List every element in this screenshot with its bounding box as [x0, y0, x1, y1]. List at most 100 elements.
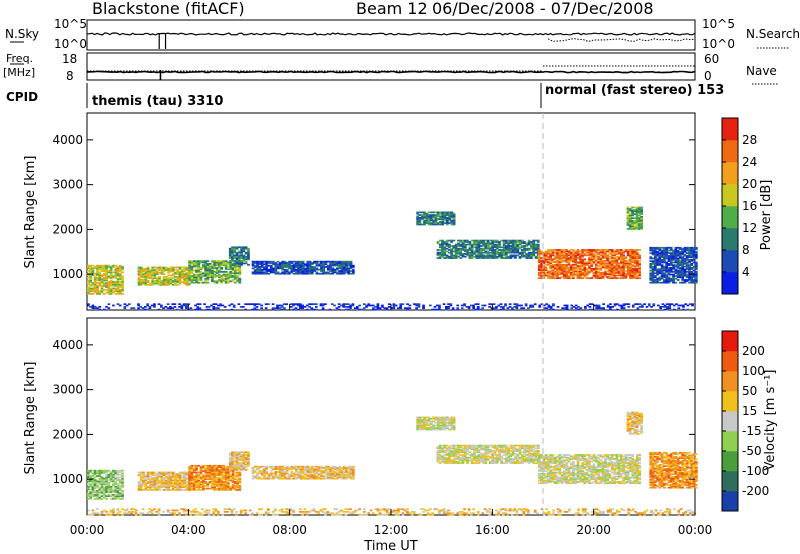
echo-cell [308, 270, 312, 272]
echo-cell [324, 303, 327, 306]
echo-cell [441, 214, 445, 216]
echo-cell [532, 243, 536, 246]
echo-cell [495, 307, 498, 310]
echo-cell [518, 243, 522, 246]
echo-cell [215, 481, 219, 483]
echo-cell [608, 262, 612, 265]
echo-cell [418, 216, 422, 219]
echo-cell [165, 284, 168, 286]
echo-cell [608, 271, 612, 274]
echo-cell [563, 257, 566, 259]
echo-cell [556, 249, 559, 251]
echo-cell [160, 472, 164, 475]
echo-cell [121, 282, 124, 284]
echo-cell [551, 266, 555, 269]
echo-cell [676, 269, 680, 272]
echo-cell [149, 482, 152, 485]
echo-cell [267, 477, 271, 480]
echo-cell [233, 459, 237, 462]
echo-cell [505, 241, 508, 243]
echo-cell [292, 270, 296, 272]
echo-cell [574, 274, 578, 277]
echo-cell [222, 264, 226, 267]
echo-cell [448, 245, 451, 247]
echo-cell [459, 243, 463, 246]
echo-cell [514, 242, 517, 245]
echo-cell [690, 272, 694, 275]
echo-cell [220, 471, 223, 474]
echo-cell [247, 458, 250, 460]
echo-cell [297, 475, 300, 477]
echo-cell [636, 267, 639, 270]
echo-cell [489, 255, 492, 258]
echo-cell [98, 491, 102, 494]
echo-cell [181, 276, 184, 278]
echo-cell [665, 271, 669, 273]
echo-cell [91, 290, 95, 293]
echo-cell [100, 280, 104, 283]
echo-cell [228, 458, 232, 460]
echo-cell [329, 267, 332, 270]
echo-cell [342, 266, 346, 268]
echo-cell [109, 480, 113, 483]
echo-cell [322, 271, 325, 274]
echo-cell [279, 263, 282, 266]
echo-cell [667, 249, 671, 252]
echo-cell [692, 275, 696, 277]
echo-cell [281, 477, 284, 480]
echo-cell [470, 250, 474, 253]
echo-cell [220, 487, 223, 490]
echo-cell [165, 483, 168, 486]
echo-cell [183, 267, 186, 270]
echo-cell [435, 304, 439, 307]
echo-cell [292, 264, 296, 267]
echo-cell [651, 269, 655, 272]
echo-cell [174, 481, 177, 483]
echo-cell [638, 224, 641, 226]
echo-cell [651, 273, 655, 276]
echo-cell [601, 276, 605, 278]
echo-cell [114, 293, 118, 295]
echo-cell [635, 206, 639, 209]
echo-cell [218, 267, 221, 269]
echo-cell [692, 259, 696, 261]
echo-cell [572, 259, 575, 262]
echo-cell [114, 275, 118, 278]
echo-cell [181, 277, 184, 280]
echo-cell [105, 284, 108, 287]
echo-cell [620, 258, 623, 261]
echo-cell [392, 307, 396, 310]
echo-cell [190, 486, 194, 489]
echo-cell [93, 267, 97, 270]
echo-cell [121, 268, 124, 271]
echo-cell [651, 267, 655, 269]
echo-cell [208, 271, 212, 273]
echo-cell [456, 307, 460, 310]
echo-cell [116, 266, 120, 268]
echo-cell [438, 239, 442, 242]
echo-cell [91, 492, 95, 495]
echo-cell [583, 266, 587, 269]
echo-cell [116, 275, 120, 278]
echo-cell [96, 469, 99, 472]
echo-cell [690, 277, 694, 280]
echo-cell [504, 303, 507, 306]
echo-cell [114, 471, 118, 473]
echo-cell [227, 486, 230, 489]
echo-cell [297, 263, 300, 266]
echo-cell [617, 265, 621, 267]
echo-cell [204, 264, 207, 267]
echo-cell [176, 284, 180, 286]
echo-cell [351, 304, 355, 307]
echo-cell [626, 221, 630, 224]
echo-cell [613, 304, 617, 307]
echo-cell [417, 304, 421, 307]
echo-cell [208, 482, 212, 485]
echo-cell [96, 282, 99, 284]
echo-cell [208, 275, 212, 277]
echo-cell [144, 306, 147, 308]
echo-cell [537, 274, 541, 277]
echo-cell [222, 475, 226, 478]
echo-cell [116, 289, 120, 291]
